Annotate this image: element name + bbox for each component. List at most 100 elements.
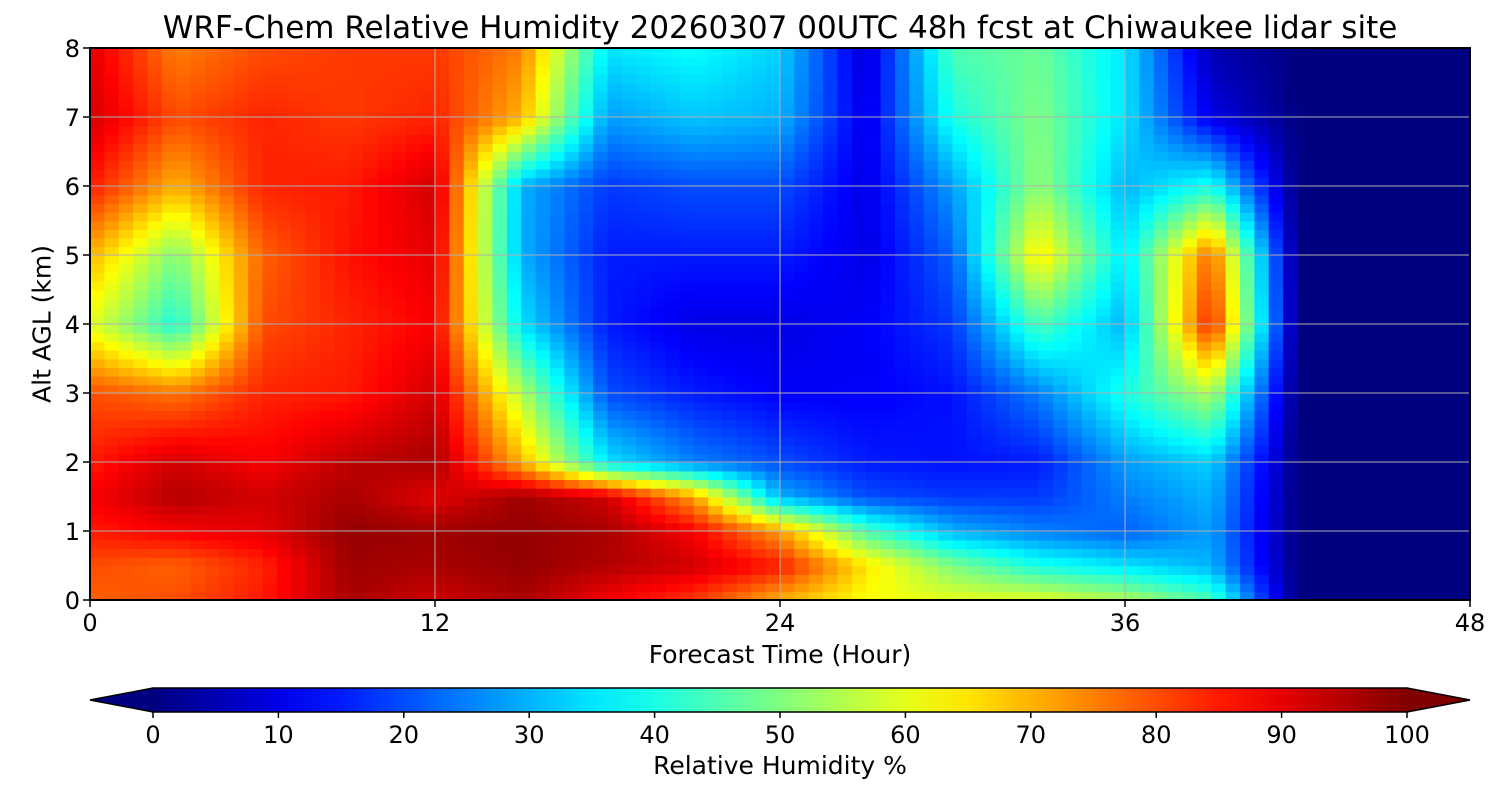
heatmap-cell xyxy=(406,306,422,317)
heatmap-cell xyxy=(1196,513,1213,524)
heatmap-cell xyxy=(1153,272,1169,282)
heatmap-cell xyxy=(1326,375,1342,386)
heatmap-cell xyxy=(550,151,566,161)
heatmap-cell xyxy=(1383,479,1399,489)
heatmap-cell xyxy=(665,384,681,394)
heatmap-cell xyxy=(1268,496,1284,506)
heatmap-cell xyxy=(708,211,724,222)
heatmap-cell xyxy=(708,375,724,386)
heatmap-cell xyxy=(420,280,436,291)
heatmap-cell xyxy=(420,168,436,179)
heatmap-cell xyxy=(1398,255,1414,265)
heatmap-cell xyxy=(291,531,307,541)
heatmap-cell xyxy=(650,418,666,429)
heatmap-cell xyxy=(808,186,824,196)
heatmap-cell xyxy=(1153,168,1169,179)
heatmap-cell xyxy=(1268,194,1284,205)
heatmap-cell xyxy=(176,496,192,506)
heatmap-cell xyxy=(1096,384,1112,394)
heatmap-cell xyxy=(722,324,738,334)
heatmap-cell xyxy=(90,591,106,600)
heatmap-cell xyxy=(679,367,695,377)
heatmap-cell xyxy=(535,160,551,170)
heatmap-cell xyxy=(923,168,939,179)
heatmap-cell xyxy=(219,479,235,489)
heatmap-cell xyxy=(995,168,1011,179)
heatmap-cell xyxy=(1426,479,1443,489)
heatmap-cell xyxy=(377,591,393,600)
heatmap-cell xyxy=(262,470,278,481)
heatmap-cell xyxy=(161,462,178,472)
heatmap-cell xyxy=(966,186,983,196)
heatmap-cell xyxy=(248,177,264,187)
heatmap-cell xyxy=(478,496,494,506)
heatmap-cell xyxy=(593,531,609,541)
heatmap-cell xyxy=(118,306,134,317)
heatmap-cell xyxy=(995,341,1011,351)
heatmap-cell xyxy=(1081,418,1098,429)
heatmap-cell xyxy=(1455,384,1470,394)
heatmap-cell xyxy=(190,298,206,308)
heatmap-cell xyxy=(866,453,882,463)
heatmap-cell xyxy=(578,556,594,567)
heatmap-cell xyxy=(276,384,293,394)
heatmap-cell xyxy=(1355,237,1371,248)
heatmap-cell xyxy=(607,565,623,575)
heatmap-cell xyxy=(938,315,954,325)
heatmap-cell xyxy=(363,177,379,187)
heatmap-cell xyxy=(1441,349,1457,360)
heatmap-cell xyxy=(679,496,695,506)
heatmap-cell xyxy=(679,462,695,472)
heatmap-cell xyxy=(90,160,106,170)
heatmap-cell xyxy=(463,203,479,213)
heatmap-cell xyxy=(895,306,911,317)
heatmap-cell xyxy=(1096,280,1112,291)
heatmap-cell xyxy=(722,401,738,412)
heatmap-cell xyxy=(1326,462,1342,472)
heatmap-cell xyxy=(377,574,393,584)
heatmap-cell xyxy=(593,487,609,498)
heatmap-cell xyxy=(665,177,681,187)
heatmap-cell xyxy=(808,298,824,308)
heatmap-cell xyxy=(1369,487,1385,498)
heatmap-cell xyxy=(1153,203,1169,213)
heatmap-cell xyxy=(995,401,1011,412)
heatmap-cell xyxy=(1182,332,1198,343)
heatmap-cell xyxy=(895,444,911,455)
heatmap-cell xyxy=(1225,341,1241,351)
heatmap-cell xyxy=(190,582,206,593)
heatmap-cell xyxy=(564,393,580,403)
heatmap-cell xyxy=(1225,280,1241,291)
heatmap-cell xyxy=(995,565,1011,575)
heatmap-cell xyxy=(636,462,652,472)
heatmap-cell xyxy=(190,436,206,446)
heatmap-cell xyxy=(391,349,408,360)
heatmap-cell xyxy=(1326,151,1342,161)
heatmap-cell xyxy=(276,255,293,265)
heatmap-cell xyxy=(1283,522,1299,532)
heatmap-cell xyxy=(305,255,321,265)
heatmap-cell xyxy=(1326,289,1342,299)
heatmap-cell xyxy=(147,255,163,265)
heatmap-cell xyxy=(492,591,508,600)
heatmap-cell xyxy=(564,324,580,334)
heatmap-cell xyxy=(420,496,436,506)
heatmap-cell xyxy=(722,531,738,541)
heatmap-cell xyxy=(1024,565,1040,575)
heatmap-cell xyxy=(1139,203,1155,213)
heatmap-cell xyxy=(780,194,796,205)
heatmap-cell xyxy=(679,548,695,558)
heatmap-cell xyxy=(607,513,623,524)
heatmap-cell xyxy=(981,436,997,446)
heatmap-cell xyxy=(377,522,393,532)
heatmap-cell xyxy=(1383,418,1399,429)
heatmap-cell xyxy=(248,315,264,325)
heatmap-cell xyxy=(1268,444,1284,455)
heatmap-cell xyxy=(1196,220,1213,230)
heatmap-cell xyxy=(895,548,911,558)
heatmap-cell xyxy=(564,229,580,239)
heatmap-cell xyxy=(966,332,983,343)
heatmap-cell xyxy=(176,418,192,429)
heatmap-cell xyxy=(550,237,566,248)
heatmap-cell xyxy=(305,341,321,351)
